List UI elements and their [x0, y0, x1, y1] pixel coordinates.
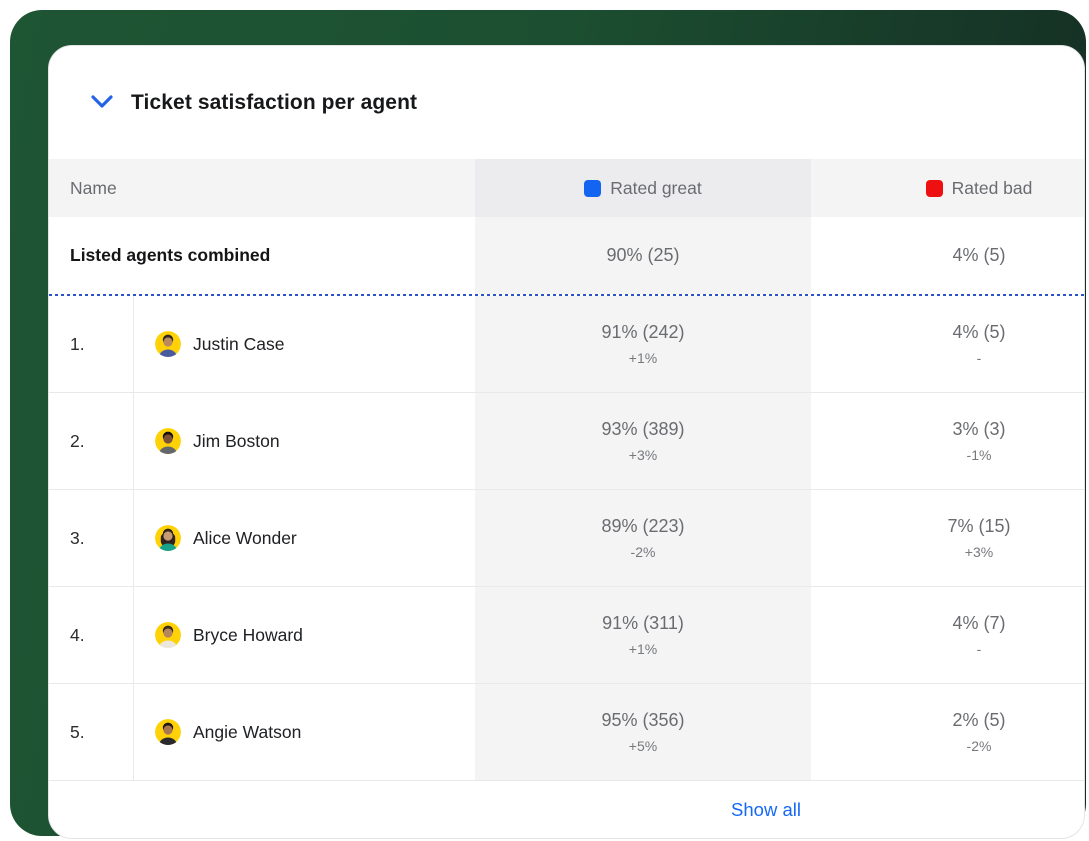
rated-bad-cell: 4% (5) - [811, 296, 1084, 392]
table-row[interactable]: 3. Alice Wonder 89% (223) -2% 7% (15) +3… [49, 490, 1084, 587]
agent-name: Justin Case [193, 333, 285, 354]
table-header-row: Name Rated great Rated bad [49, 159, 1084, 217]
agent-name: Alice Wonder [193, 527, 297, 548]
agent-rows: 1. Justin Case 91% (242) +1% 4% (5) - 2. [49, 296, 1084, 781]
agent-name: Angie Watson [193, 721, 302, 742]
widget-header: Ticket satisfaction per agent [49, 46, 1084, 159]
rated-bad-change: -2% [966, 738, 992, 754]
rated-great-value: 95% (356) [601, 710, 685, 730]
rated-great-cell: 89% (223) -2% [475, 490, 811, 586]
agent-avatar [155, 719, 181, 745]
table-row[interactable]: 1. Justin Case 91% (242) +1% 4% (5) - [49, 296, 1084, 393]
rated-bad-value: 4% (5) [952, 322, 1006, 342]
rated-bad-cell: 3% (3) -1% [811, 393, 1084, 489]
rated-great-change: -2% [630, 544, 656, 560]
widget-title: Ticket satisfaction per agent [131, 90, 418, 114]
table-row[interactable]: 4. Bryce Howard 91% (311) +1% 4% (7) - [49, 587, 1084, 684]
collapse-widget-button[interactable] [89, 90, 115, 116]
rated-bad-cell: 4% (7) - [811, 587, 1084, 683]
rated-great-value: 91% (311) [602, 613, 684, 633]
agent-rank: 2. [49, 393, 134, 489]
rated-great-value: 89% (223) [601, 516, 685, 536]
column-header-rated-great-label: Rated great [610, 177, 702, 198]
rated-bad-value: 2% (5) [952, 710, 1006, 730]
column-header-rated-bad[interactable]: Rated bad [811, 159, 1084, 217]
agent-name-cell: Justin Case [134, 296, 475, 392]
rated-great-legend-icon [584, 179, 602, 197]
chevron-down-icon [91, 94, 113, 111]
rated-great-cell: 91% (242) +1% [475, 296, 811, 392]
agent-name-cell: Angie Watson [134, 684, 475, 780]
column-header-rated-great[interactable]: Rated great [475, 159, 811, 217]
table-row[interactable]: 5. Angie Watson 95% (356) +5% 2% (5) -2% [49, 684, 1084, 781]
agent-avatar [155, 525, 181, 551]
rated-great-change: +1% [628, 641, 658, 657]
summary-row: Listed agents combined 90% (25) 4% (5) [49, 217, 1084, 294]
agent-rank: 3. [49, 490, 134, 586]
agent-name-cell: Bryce Howard [134, 587, 475, 683]
rated-great-value: 93% (389) [601, 419, 685, 439]
summary-rated-great-value: 90% (25) [475, 217, 811, 294]
rated-bad-cell: 2% (5) -2% [811, 684, 1084, 780]
rated-bad-legend-icon [925, 179, 943, 197]
agent-avatar [155, 428, 181, 454]
show-all-link[interactable]: Show all [731, 799, 801, 820]
agent-avatar [155, 331, 181, 357]
summary-label: Listed agents combined [70, 245, 271, 265]
rated-bad-change: -1% [966, 447, 992, 463]
agent-rank: 5. [49, 684, 134, 780]
column-header-name[interactable]: Name [70, 177, 117, 198]
ticket-satisfaction-widget: Ticket satisfaction per agent Name Rated… [48, 45, 1085, 839]
rated-great-value: 91% (242) [601, 322, 685, 342]
rated-bad-value: 4% (7) [952, 613, 1006, 633]
table-row[interactable]: 2. Jim Boston 93% (389) +3% 3% (3) -1% [49, 393, 1084, 490]
rated-bad-change: +3% [964, 544, 994, 560]
summary-dotted-separator [49, 294, 1084, 296]
rated-bad-value: 3% (3) [952, 419, 1006, 439]
rated-great-cell: 93% (389) +3% [475, 393, 811, 489]
agent-rank: 4. [49, 587, 134, 683]
rated-great-cell: 91% (311) +1% [475, 587, 811, 683]
rated-bad-change: - [976, 350, 982, 366]
rated-great-change: +3% [628, 447, 658, 463]
agent-name-cell: Jim Boston [134, 393, 475, 489]
rated-great-change: +5% [628, 738, 658, 754]
rated-bad-value: 7% (15) [947, 516, 1011, 536]
agent-name-cell: Alice Wonder [134, 490, 475, 586]
rated-great-cell: 95% (356) +5% [475, 684, 811, 780]
agent-rank: 1. [49, 296, 134, 392]
widget-footer: Show all [49, 781, 1084, 838]
rated-bad-cell: 7% (15) +3% [811, 490, 1084, 586]
rated-great-change: +1% [628, 350, 658, 366]
agent-name: Jim Boston [193, 430, 280, 451]
column-header-rated-bad-label: Rated bad [951, 177, 1033, 198]
agent-avatar [155, 622, 181, 648]
summary-rated-bad-value: 4% (5) [952, 245, 1006, 265]
rated-bad-change: - [976, 641, 982, 657]
agent-name: Bryce Howard [193, 624, 303, 645]
